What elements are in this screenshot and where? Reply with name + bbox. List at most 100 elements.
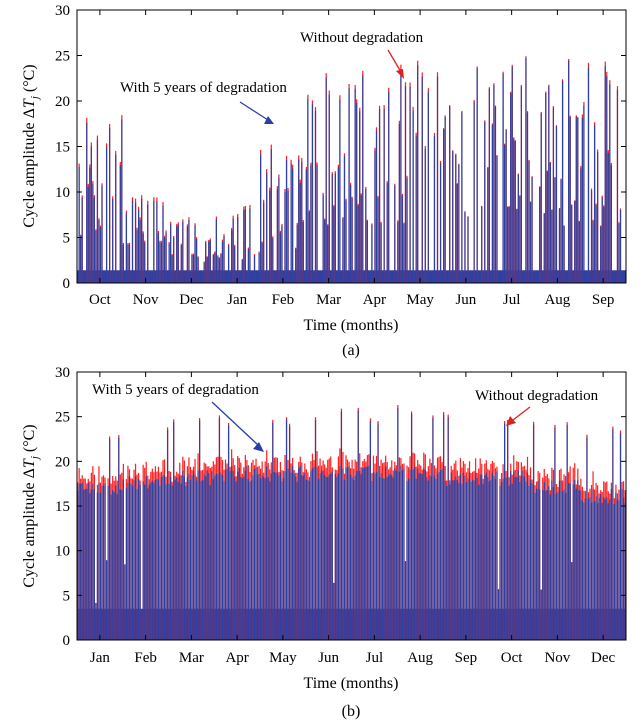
bar-with-degradation [102, 485, 105, 640]
bar-with-degradation [284, 471, 286, 640]
y-tick-label: 30 [55, 365, 70, 381]
bar-with-degradation [560, 480, 562, 640]
bar-with-degradation [494, 106, 497, 284]
bar-with-degradation [104, 483, 106, 640]
bar-with-degradation [500, 481, 503, 640]
bar-with-degradation [458, 482, 460, 640]
bar-with-degradation [397, 407, 399, 640]
bar-with-degradation [496, 156, 498, 283]
bar-with-degradation [357, 205, 359, 283]
bar-with-degradation [479, 474, 481, 640]
bar-with-degradation [593, 125, 596, 284]
bar-with-degradation [508, 206, 510, 283]
bar-with-degradation [139, 220, 141, 283]
bar-with-degradation [569, 116, 571, 283]
bar-with-degradation [119, 165, 121, 283]
bar-with-degradation [121, 119, 123, 283]
bar-with-degradation [325, 477, 327, 640]
bar-with-degradation [455, 476, 457, 640]
plot-frame-a [76, 9, 627, 284]
bar-with-degradation [365, 466, 367, 640]
bar-with-degradation [287, 191, 289, 283]
bar-with-degradation [578, 490, 580, 640]
bar-with-degradation [113, 492, 115, 640]
bar-with-degradation [89, 167, 91, 283]
bar-with-degradation [330, 473, 332, 640]
bar-with-degradation [607, 503, 609, 640]
bar-with-degradation [151, 480, 153, 640]
bar-with-degradation [96, 492, 99, 640]
bar-with-degradation [598, 498, 600, 640]
bar-with-degradation [369, 421, 372, 640]
bar-with-degradation [507, 422, 509, 640]
bar-with-degradation [531, 483, 533, 640]
bar-with-degradation [421, 76, 423, 283]
bar-with-degradation [238, 467, 240, 640]
bar-with-degradation [424, 470, 426, 640]
bar-with-degradation [394, 185, 396, 283]
bar-with-degradation [93, 197, 95, 283]
bar-with-degradation [220, 254, 222, 283]
bar-with-degradation [590, 502, 593, 640]
bar-with-degradation [299, 182, 301, 283]
bar-with-degradation [385, 466, 387, 640]
bar-with-degradation [279, 472, 282, 640]
bar-with-degradation [606, 497, 608, 640]
bar-with-degradation [136, 489, 138, 640]
bar-with-degradation [81, 197, 83, 283]
bar-with-degradation [464, 475, 466, 640]
bar-with-degradation [539, 489, 541, 640]
bar-with-degradation [619, 433, 622, 640]
bar-with-degradation [186, 477, 189, 640]
bar-with-degradation [218, 258, 221, 283]
bar-with-degradation [95, 602, 97, 640]
bar-with-degradation [127, 483, 129, 640]
bar-with-degradation [609, 499, 611, 640]
bar-with-degradation [584, 498, 587, 640]
bar-with-degradation [214, 252, 216, 283]
bar-with-degradation [458, 164, 460, 283]
bar-with-degradation [86, 488, 88, 640]
bar-with-degradation [276, 189, 278, 283]
bar-with-degradation [548, 486, 550, 640]
bar-with-degradation [574, 479, 576, 640]
bar-with-degradation [549, 494, 551, 640]
bar-with-degradation [563, 225, 565, 283]
bar-with-degradation [284, 192, 286, 283]
bar-with-degradation [536, 488, 538, 640]
bar-with-degradation [295, 248, 297, 283]
bar-with-degradation [194, 475, 196, 640]
x-tick-label: Mar [179, 650, 204, 666]
y-tick-label: 0 [63, 276, 71, 292]
bar-with-degradation [443, 129, 445, 283]
bar-with-degradation [324, 474, 326, 640]
bar-with-degradation [504, 144, 506, 283]
x-ticks-a: Oct Nov Dec Jan Feb Mar Apr May Jun Jul Aug Sep [89, 10, 614, 308]
bar-with-degradation [453, 480, 455, 640]
x-ticks-b: Jan Feb Mar Apr May Jun Jul Aug Sep Oct Nov Dec [90, 372, 616, 666]
bar-with-degradation [510, 93, 512, 283]
bar-with-degradation [145, 476, 147, 640]
bar-with-degradation [188, 474, 190, 640]
bar-with-degradation [444, 480, 446, 640]
bar-with-degradation [587, 498, 590, 640]
bar-with-degradation [101, 486, 103, 640]
bar-with-degradation [365, 188, 367, 283]
bar-with-degradation [414, 467, 416, 640]
bar-with-degradation [122, 244, 124, 283]
bar-with-degradation [505, 130, 507, 283]
bar-with-degradation [415, 135, 417, 283]
bar-with-degradation [308, 211, 311, 283]
bar-with-degradation [138, 478, 140, 640]
bar-with-degradation [107, 485, 109, 640]
bar-with-degradation [162, 475, 164, 640]
bar-with-degradation [607, 152, 609, 283]
bar-with-degradation [171, 485, 173, 640]
bar-with-degradation [566, 424, 568, 640]
bar-with-degradation [220, 472, 222, 640]
bar-with-degradation [217, 256, 219, 283]
bar-with-degradation [287, 468, 289, 640]
bar-with-degradation [581, 500, 583, 640]
bar-with-degradation [357, 410, 359, 640]
bar-with-degradation [540, 589, 542, 640]
